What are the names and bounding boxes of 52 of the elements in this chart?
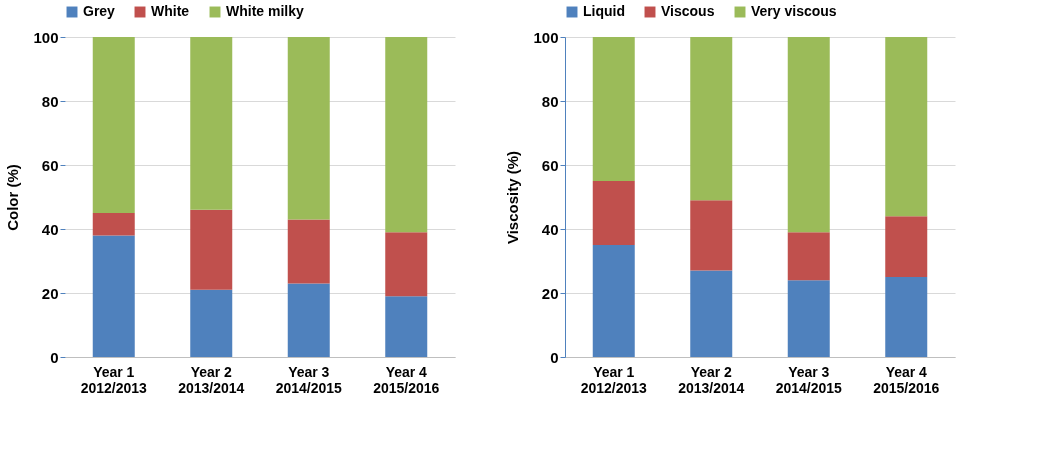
bar — [385, 37, 428, 233]
legend-label: Grey — [83, 3, 116, 19]
x-tick-label: Year 1 2012/2013 — [580, 363, 648, 396]
bar — [190, 209, 233, 290]
x-tick-label: Year 4 2015/2016 — [373, 363, 440, 396]
bar — [592, 181, 635, 245]
bar — [287, 37, 330, 220]
x-tick-label: Year 2 2013/2014 — [678, 363, 745, 396]
bar — [787, 232, 830, 281]
y-tick-label: 20 — [41, 284, 59, 302]
y-tick-label: 100 — [33, 28, 59, 46]
y-tick-label: 0 — [50, 348, 59, 366]
legend-label: Very viscous — [751, 3, 837, 19]
x-tick-label: Year 2 2013/2014 — [178, 363, 245, 396]
bar — [690, 37, 733, 201]
y-tick-label: 80 — [541, 92, 559, 110]
bar — [92, 213, 135, 236]
bar — [885, 37, 928, 217]
bar — [287, 283, 330, 357]
y-tick-label: 60 — [541, 156, 559, 174]
y-tick-label: 60 — [41, 156, 59, 174]
bar — [592, 245, 635, 357]
y-axis-title: Color (%) — [4, 164, 22, 231]
bar — [92, 235, 135, 357]
legend-label: White — [151, 3, 190, 19]
legend-label: Liquid — [583, 3, 625, 19]
bar — [885, 216, 928, 277]
bar — [190, 37, 233, 210]
x-tick-label: Year 3 2014/2015 — [775, 363, 843, 396]
bar — [287, 219, 330, 284]
bar — [690, 270, 733, 357]
y-tick-label: 0 — [550, 348, 559, 366]
bar — [787, 37, 830, 233]
bar — [385, 296, 428, 357]
bar — [385, 232, 428, 297]
y-tick-label: 40 — [41, 220, 59, 238]
bar — [592, 37, 635, 181]
x-tick-label: Year 4 2015/2016 — [873, 363, 940, 396]
legend-label: White milky — [226, 3, 305, 19]
y-tick-label: 80 — [41, 92, 59, 110]
bar — [787, 280, 830, 357]
bar — [885, 277, 928, 357]
legend-label: Viscous — [661, 3, 715, 19]
x-tick-label: Year 1 2012/2013 — [80, 363, 148, 396]
x-tick-label: Year 3 2014/2015 — [275, 363, 343, 396]
y-axis-title: Viscosity (%) — [504, 150, 522, 245]
y-tick-label: 100 — [533, 28, 559, 46]
bar — [190, 289, 233, 357]
y-tick-label: 40 — [541, 220, 559, 238]
bar — [92, 37, 135, 213]
bar — [690, 200, 733, 271]
y-tick-label: 20 — [541, 284, 559, 302]
